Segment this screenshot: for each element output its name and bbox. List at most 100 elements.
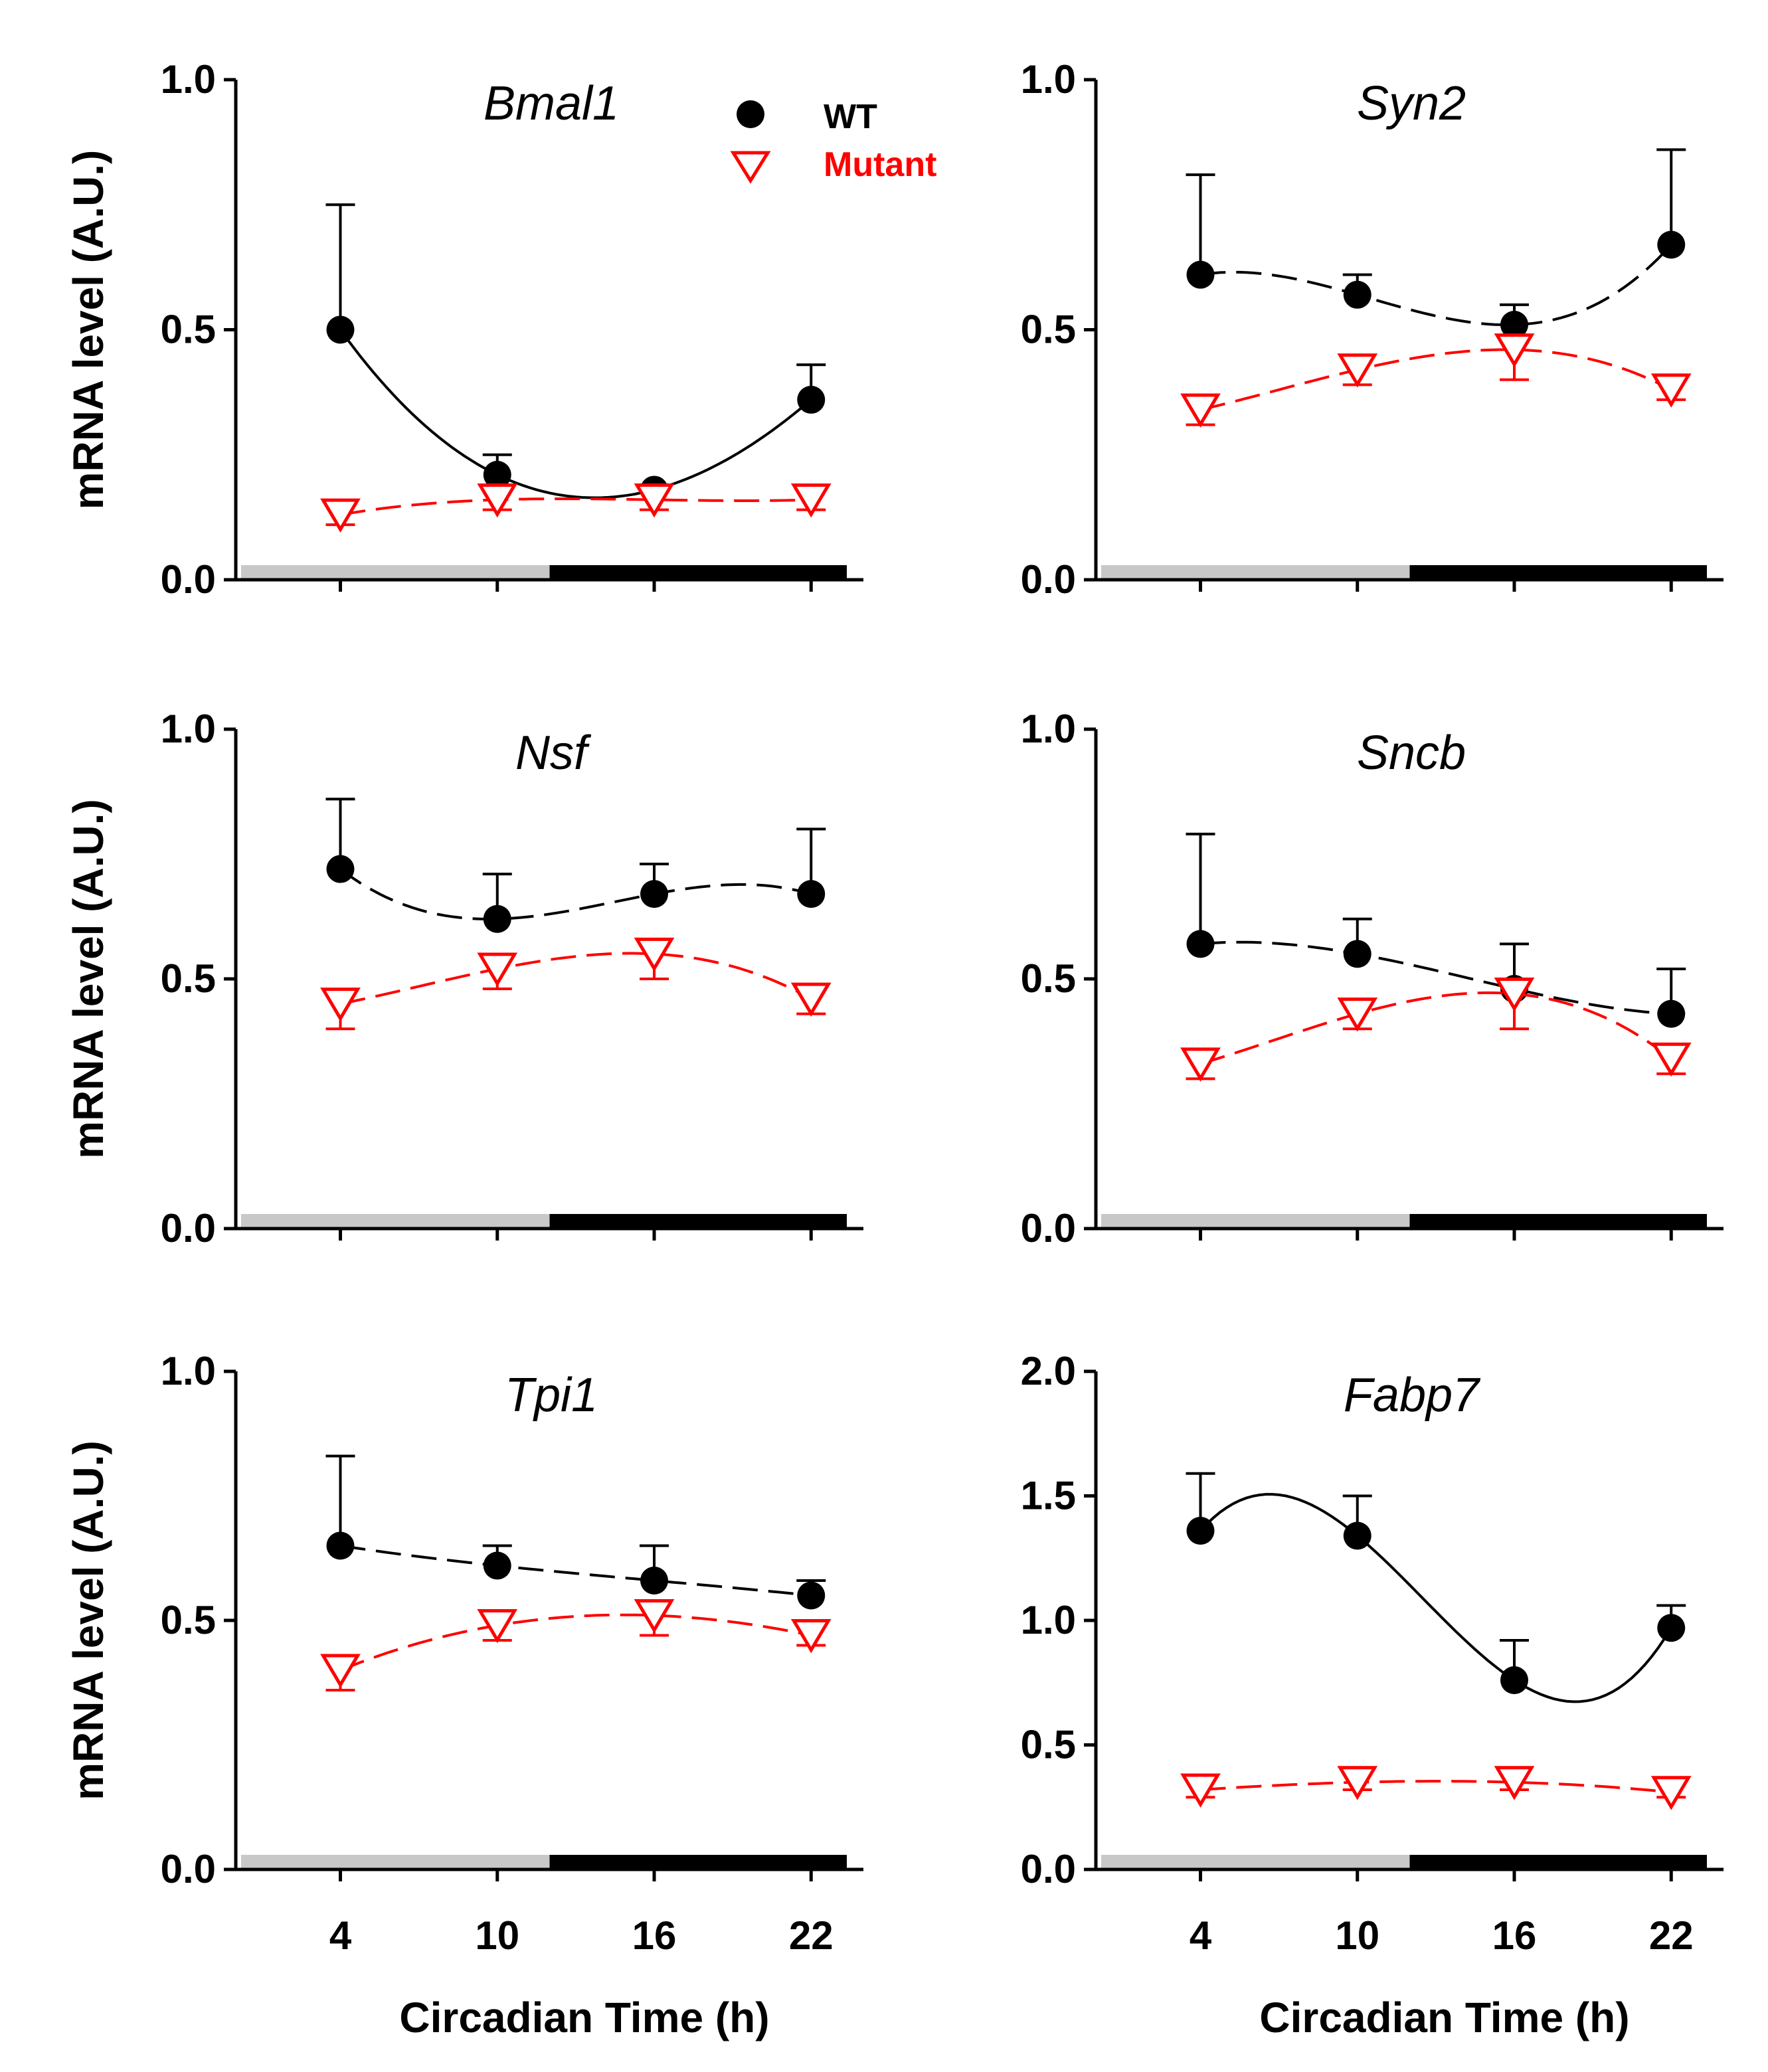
- light-phase-bar: [1101, 565, 1410, 580]
- x-tick-label: 4: [1190, 1913, 1212, 1958]
- mutant-marker: [477, 1609, 518, 1644]
- x-axis-label: Circadian Time (h): [399, 1994, 769, 2041]
- wt-marker: [797, 1581, 826, 1610]
- panel-bmal1: 0.0 0.5 1.0 Bmal1 mRNA level (A.U.): [64, 57, 863, 602]
- wt-marker: [797, 880, 826, 908]
- light-phase-bar: [241, 1214, 550, 1229]
- wt-marker: [1657, 999, 1686, 1028]
- gene-title: Tpi1: [505, 1369, 598, 1422]
- mutant-series: [1180, 333, 1692, 428]
- wt-marker: [326, 855, 355, 883]
- y-tick-label: 1.0: [1021, 1598, 1076, 1642]
- panel-syn2: 0.0 0.5 1.0 Syn2: [1021, 57, 1724, 602]
- y-tick-label: 0.5: [161, 956, 216, 1001]
- x-tick-label: 22: [1649, 1913, 1694, 1958]
- mutant-marker: [790, 982, 832, 1017]
- mutant-marker: [1337, 1766, 1378, 1800]
- y-tick-label: 0.5: [1021, 1723, 1076, 1767]
- y-axis-label: mRNA level (A.U.): [64, 799, 112, 1159]
- y-tick-label: 1.0: [1021, 707, 1076, 751]
- mutant-series: [1180, 978, 1692, 1082]
- wt-series: [325, 798, 826, 933]
- fit-curve: [1199, 1493, 1672, 1703]
- y-tick-label: 0.5: [161, 307, 216, 352]
- mutant-marker: [1180, 1773, 1221, 1808]
- y-tick-label: 0.0: [161, 1206, 216, 1251]
- wt-marker: [1186, 260, 1215, 289]
- wt-series: [1186, 148, 1686, 339]
- wt-marker: [640, 1567, 668, 1595]
- wt-marker: [797, 385, 826, 414]
- wt-marker: [326, 1531, 355, 1560]
- fit-curve: [339, 867, 812, 920]
- light-phase-bar: [1101, 1214, 1410, 1229]
- y-axis-label: mRNA level (A.U.): [64, 1440, 112, 1800]
- fit-curve: [1200, 940, 1672, 1015]
- wt-marker: [1343, 280, 1371, 309]
- x-axis-label: Circadian Time (h): [1259, 1994, 1629, 2041]
- mutant-marker: [1494, 1766, 1535, 1800]
- fit-curve: [340, 952, 812, 1005]
- y-tick-label: 0.5: [161, 1598, 216, 1642]
- y-tick-label: 0.0: [161, 1847, 216, 1891]
- fit-curve: [1200, 348, 1672, 411]
- mutant-marker: [790, 483, 832, 518]
- x-tick-label: 10: [1335, 1913, 1379, 1958]
- light-phase-bar: [1101, 1855, 1410, 1869]
- fit-curve: [340, 497, 812, 517]
- wt-series: [325, 1454, 826, 1610]
- mutant-marker: [1650, 373, 1692, 408]
- wt-marker: [640, 880, 668, 908]
- mutant-marker: [1650, 1776, 1692, 1810]
- y-tick-label: 2.0: [1021, 1349, 1076, 1393]
- light-phase-bar: [241, 565, 550, 580]
- mutant-marker: [1650, 1042, 1692, 1077]
- panel-nsf: 0.0 0.5 1.0 Nsf mRNA level (A.U.): [64, 707, 863, 1251]
- gene-title: Fabp7: [1344, 1369, 1481, 1422]
- wt-marker: [1500, 310, 1528, 339]
- gene-title: Syn2: [1357, 77, 1466, 130]
- wt-marker: [1343, 1521, 1371, 1550]
- y-tick-label: 1.0: [161, 1349, 216, 1393]
- y-tick-label: 1.0: [1021, 57, 1076, 102]
- mutant-series: [320, 1599, 832, 1691]
- y-tick-label: 1.0: [161, 707, 216, 751]
- y-tick-label: 1.5: [1021, 1474, 1076, 1518]
- legend-wt-marker: [737, 100, 764, 128]
- wt-marker: [1657, 1614, 1686, 1642]
- mutant-series: [320, 483, 832, 533]
- mutant-marker: [320, 988, 361, 1022]
- dark-phase-bar: [1409, 1214, 1707, 1229]
- mutant-marker: [477, 483, 518, 518]
- mutant-marker: [320, 498, 361, 533]
- y-tick-label: 1.0: [161, 57, 216, 102]
- mutant-marker: [1180, 393, 1221, 428]
- dark-phase-bar: [549, 1855, 847, 1869]
- y-tick-label: 0.0: [1021, 1206, 1076, 1251]
- legend: WT Mutant: [730, 98, 936, 184]
- wt-marker: [326, 315, 355, 344]
- wt-marker: [483, 905, 511, 933]
- panel-fabp7: 0.0 0.5 1.0 1.5 2.0 4 10 16 22 Fabp7 Circadian Tim…: [1021, 1349, 1724, 2041]
- wt-marker: [1500, 1666, 1528, 1694]
- legend-mutant-marker: [730, 151, 771, 184]
- x-tick-label: 16: [1492, 1913, 1537, 1958]
- wt-marker: [1186, 1517, 1215, 1545]
- panel-tpi1: 0.0 0.5 1.0 4 10 16 22 Tpi1 mRNA level (A.U.) Cir…: [64, 1349, 863, 2041]
- y-tick-label: 0.0: [161, 557, 216, 602]
- dark-phase-bar: [1409, 1855, 1707, 1869]
- dark-phase-bar: [549, 565, 847, 580]
- mutant-marker: [320, 1654, 361, 1688]
- dark-phase-bar: [1409, 565, 1707, 580]
- fit-curve: [1200, 244, 1672, 327]
- fit-curve: [339, 1613, 812, 1672]
- mutant-series: [320, 937, 832, 1031]
- mutant-marker: [634, 937, 675, 972]
- fit-curve: [340, 1544, 812, 1597]
- y-tick-label: 0.0: [1021, 1847, 1076, 1891]
- y-axis-label: mRNA level (A.U.): [64, 150, 112, 510]
- mutant-marker: [1337, 353, 1378, 388]
- light-phase-bar: [241, 1855, 550, 1869]
- wt-marker: [1343, 940, 1371, 968]
- x-tick-label: 4: [329, 1913, 352, 1958]
